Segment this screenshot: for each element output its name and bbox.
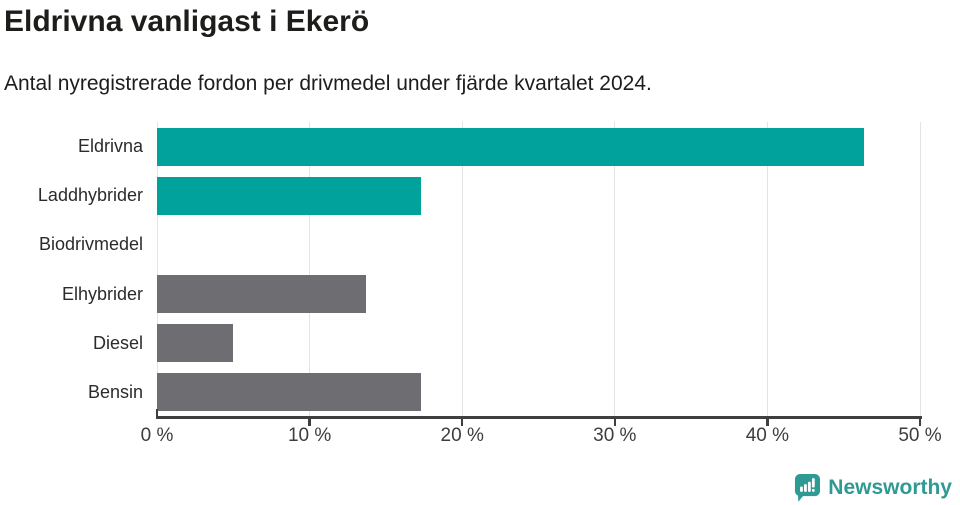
bar-elhybrider <box>157 275 367 314</box>
category-label-bensin: Bensin <box>87 381 143 402</box>
x-tick-40 <box>766 418 769 426</box>
x-tick-label-50: 50 % <box>898 425 942 446</box>
x-tick-20 <box>460 418 464 426</box>
x-tick-label-40: 40 % <box>745 425 790 446</box>
bar-bensin <box>157 373 421 412</box>
gridline-10 <box>309 122 311 417</box>
gridline-40 <box>766 122 768 417</box>
x-tick-label-30: 30 % <box>593 425 637 446</box>
category-label-eldrivna: Eldrivna <box>77 136 143 156</box>
x-axis-start-cap <box>155 409 158 416</box>
gridline-20 <box>461 122 463 417</box>
bar-eldrivna <box>157 127 864 166</box>
newsworthy-logo-icon <box>795 474 821 502</box>
x-tick-10 <box>308 418 311 426</box>
category-label-elhybrider: Elhybrider <box>61 283 143 304</box>
x-tick-label-10: 10 % <box>287 425 332 446</box>
x-tick-label-20: 20 % <box>440 425 484 446</box>
category-label-laddhybrider: Laddhybrider <box>37 185 143 206</box>
x-tick-50 <box>918 418 922 426</box>
gridline-30 <box>614 122 616 417</box>
category-label-biodrivmedel: Biodrivmedel <box>38 234 143 255</box>
gridline-50 <box>919 122 921 417</box>
gridline-0 <box>156 122 158 417</box>
x-axis-line <box>155 416 922 419</box>
category-label-diesel: Diesel <box>92 332 143 353</box>
chart-subtitle: Antal nyregistrerade fordon per drivmede… <box>4 72 652 95</box>
x-tick-30 <box>613 418 617 426</box>
brand-footer: Newsworthy <box>794 473 952 502</box>
bar-diesel <box>157 324 234 363</box>
chart-title: Eldrivna vanligast i Ekerö <box>4 5 370 38</box>
brand-name: Newsworthy <box>828 475 952 499</box>
x-tick-label-0: 0 % <box>140 425 174 446</box>
bar-laddhybrider <box>157 176 421 215</box>
